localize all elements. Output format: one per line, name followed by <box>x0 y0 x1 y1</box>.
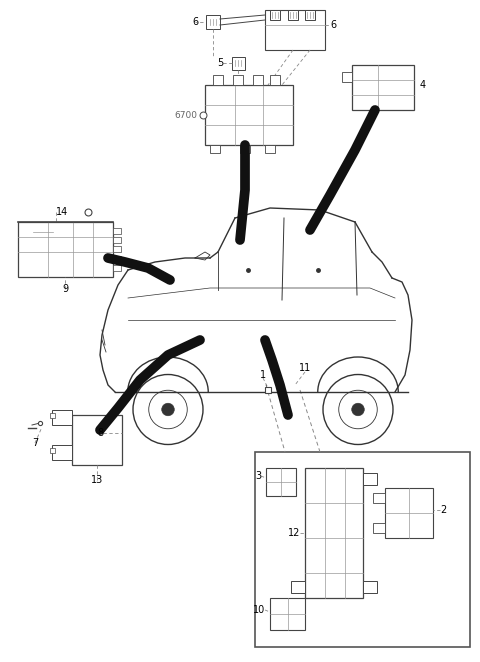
Bar <box>363 581 377 593</box>
Bar <box>213 75 223 85</box>
Bar <box>305 10 315 20</box>
Bar <box>255 452 470 647</box>
Text: 9: 9 <box>62 284 68 294</box>
Text: 1: 1 <box>260 370 266 380</box>
Bar <box>373 523 385 533</box>
Bar <box>18 222 113 277</box>
Bar <box>232 57 245 70</box>
Circle shape <box>162 403 174 416</box>
Text: 3: 3 <box>255 471 261 481</box>
Bar <box>50 448 55 453</box>
Bar <box>206 15 220 29</box>
Bar <box>113 246 121 252</box>
Text: 6: 6 <box>330 20 336 30</box>
Text: 10: 10 <box>253 605 265 615</box>
Bar <box>385 488 433 538</box>
Bar <box>270 598 305 630</box>
Text: 14: 14 <box>56 207 68 217</box>
Bar <box>253 75 263 85</box>
Bar <box>233 75 243 85</box>
Bar <box>305 468 363 598</box>
Text: 4: 4 <box>420 80 426 90</box>
Bar <box>342 72 352 82</box>
Bar <box>373 493 385 503</box>
Bar <box>113 228 121 234</box>
Bar <box>270 10 280 20</box>
Bar <box>113 237 121 243</box>
Bar <box>288 10 298 20</box>
Text: 6700: 6700 <box>174 111 197 120</box>
Bar <box>270 75 280 85</box>
Bar <box>72 415 122 465</box>
Text: 2: 2 <box>440 505 446 515</box>
Text: 6: 6 <box>192 17 198 27</box>
Text: 13: 13 <box>91 475 103 485</box>
Bar <box>52 410 72 425</box>
Circle shape <box>352 403 364 416</box>
Text: 7: 7 <box>32 438 38 448</box>
Bar <box>265 145 275 153</box>
Bar <box>210 145 220 153</box>
Text: 5: 5 <box>217 58 223 68</box>
Bar <box>291 581 305 593</box>
Bar <box>205 85 293 145</box>
Text: 12: 12 <box>288 528 300 538</box>
Text: 11: 11 <box>299 363 311 373</box>
Bar <box>52 445 72 460</box>
Bar <box>352 65 414 110</box>
Bar <box>240 145 250 153</box>
Bar <box>50 413 55 418</box>
Text: 8: 8 <box>97 428 103 438</box>
Bar <box>363 473 377 485</box>
Bar <box>113 256 121 262</box>
Bar <box>266 468 296 496</box>
Bar <box>265 10 325 50</box>
Bar <box>113 265 121 271</box>
